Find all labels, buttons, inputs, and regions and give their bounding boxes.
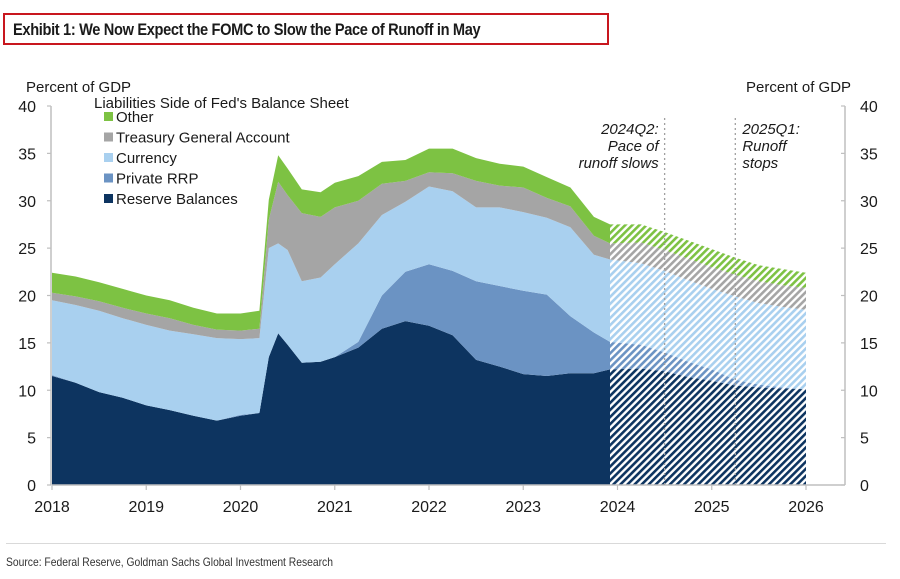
forecast-area-currency <box>610 259 806 390</box>
area-treasury-general-account <box>52 172 610 340</box>
y-axis-label-left: Percent of GDP <box>26 79 131 96</box>
y-tick-label-right: 30 <box>860 194 878 211</box>
y-tick-label-right: 20 <box>860 289 878 306</box>
x-tick-label: 2019 <box>128 499 164 516</box>
y-tick-label-left: 35 <box>18 146 36 163</box>
y-tick-label-right: 35 <box>860 146 878 163</box>
y-tick-label-right: 10 <box>860 383 878 400</box>
legend-swatch-currency <box>104 153 113 162</box>
legend-label-other: Other <box>116 109 154 126</box>
y-tick-label-left: 5 <box>27 431 36 448</box>
forecast-area-private-rrp <box>610 341 806 390</box>
x-tick-label: 2025 <box>694 499 730 516</box>
forecast-layers <box>610 224 806 485</box>
x-tick-label: 2020 <box>223 499 259 516</box>
annotation-text: Pace of <box>608 138 661 155</box>
title-box: Exhibit 1: We Now Expect the FOMC to Slo… <box>3 13 609 45</box>
source-note: Source: Federal Reserve, Goldman Sachs G… <box>6 555 333 569</box>
area-currency <box>52 186 610 421</box>
legend-swatch-reserve-balances <box>104 194 113 203</box>
x-tick-label: 2018 <box>34 499 70 516</box>
y-tick-label-left: 0 <box>27 478 36 495</box>
x-tick-label: 2023 <box>505 499 541 516</box>
forecast-area-other <box>610 224 806 288</box>
annotation-text: 2025Q1: <box>741 121 800 138</box>
legend-label-private-rrp: Private RRP <box>116 171 199 188</box>
x-tick-label: 2021 <box>317 499 353 516</box>
area-reserve-balances <box>52 321 610 485</box>
y-tick-label-left: 40 <box>18 99 36 116</box>
legend-title: Liabilities Side of Fed's Balance Sheet <box>94 95 350 112</box>
forecast-area-reserve-balances <box>610 368 806 485</box>
forecast-area-treasury-general-account <box>610 242 806 310</box>
x-tick-label: 2022 <box>411 499 447 516</box>
y-tick-label-right: 25 <box>860 241 878 258</box>
annotation-text: 2024Q2: <box>600 121 659 138</box>
y-tick-label-right: 0 <box>860 478 869 495</box>
legend-label-currency: Currency <box>116 150 177 167</box>
y-tick-label-left: 25 <box>18 241 36 258</box>
y-tick-label-right: 40 <box>860 99 878 116</box>
x-tick-label: 2024 <box>600 499 636 516</box>
area-layers <box>52 148 610 485</box>
legend-label-treasury-general-account: Treasury General Account <box>116 130 291 147</box>
legend-swatch-private-rrp <box>104 173 113 183</box>
y-tick-label-left: 10 <box>18 383 36 400</box>
y-tick-label-left: 20 <box>18 289 36 306</box>
source-divider <box>6 543 886 544</box>
y-axis-label-right: Percent of GDP <box>746 79 851 96</box>
y-tick-label-right: 5 <box>860 431 869 448</box>
legend-swatch-treasury-general-account <box>104 132 113 142</box>
y-tick-label-left: 15 <box>18 336 36 353</box>
annotation-text: Runoff <box>742 138 788 155</box>
y-tick-label-right: 15 <box>860 336 878 353</box>
exhibit-title: Exhibit 1: We Now Expect the FOMC to Slo… <box>13 20 481 39</box>
y-tick-label-left: 30 <box>18 194 36 211</box>
legend-swatch-other <box>104 112 113 121</box>
legend-label-reserve-balances: Reserve Balances <box>116 191 238 208</box>
legend: Liabilities Side of Fed's Balance Sheet … <box>94 95 350 208</box>
annotation-text: stops <box>742 155 778 172</box>
annotation-text: runoff slows <box>579 155 660 172</box>
x-tick-label: 2026 <box>788 499 824 516</box>
area-private-rrp <box>52 264 610 421</box>
